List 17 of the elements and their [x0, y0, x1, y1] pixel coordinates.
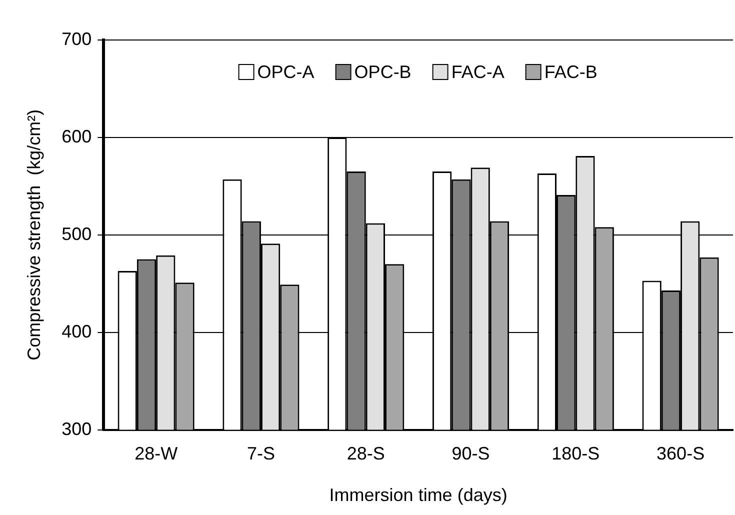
y-axis-title: Compressive strength (kg/cm²): [24, 109, 44, 360]
x-tick-label: 28-W: [134, 444, 178, 464]
x-tick-label: 180-S: [552, 444, 600, 464]
y-tick-label: 700: [62, 28, 92, 49]
x-axis-title: Immersion time (days): [329, 485, 508, 506]
y-tick-label: 400: [62, 321, 92, 342]
x-tick-label: 90-S: [452, 444, 490, 464]
legend-label: FAC-B: [544, 62, 598, 82]
y-tick-label: 300: [62, 418, 92, 439]
legend-label: OPC-A: [257, 62, 314, 82]
x-tick-label: 7-S: [246, 444, 275, 464]
y-tick-label: 600: [62, 126, 92, 146]
legend-label: OPC-B: [354, 62, 412, 82]
legend-label: FAC-A: [451, 62, 504, 82]
y-tick-label: 500: [62, 224, 92, 244]
x-tick-label: 28-S: [346, 444, 385, 464]
x-tick-label: 360-S: [656, 444, 705, 464]
